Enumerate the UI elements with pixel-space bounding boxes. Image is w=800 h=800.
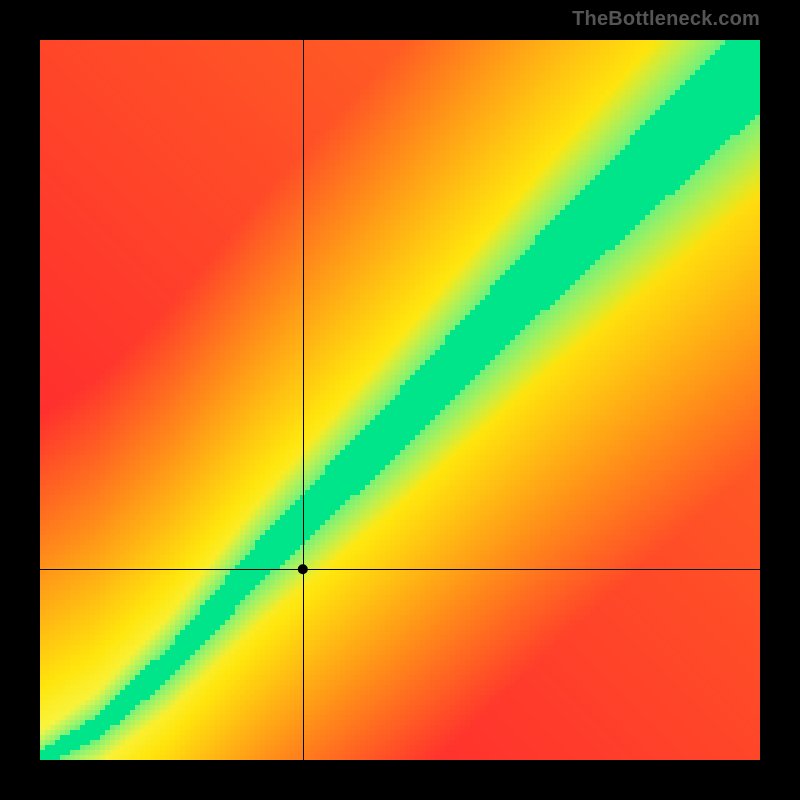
chart-frame: TheBottleneck.com <box>0 0 800 800</box>
bottleneck-heatmap <box>40 40 760 760</box>
watermark-title: TheBottleneck.com <box>572 8 760 31</box>
